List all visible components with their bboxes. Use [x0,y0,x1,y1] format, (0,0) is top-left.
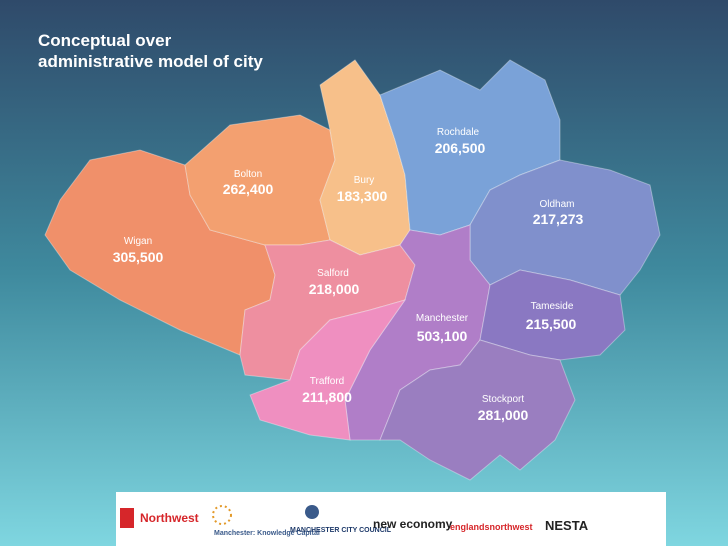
region-name: Wigan [124,236,152,247]
region-population: 281,000 [478,407,529,423]
region-name: Manchester [416,313,469,324]
region-trafford [249,299,407,441]
region-name: Salford [317,268,349,279]
region-name: Oldham [539,199,574,210]
labels: Rochdale 206,500 Bolton 262,400 Bury 183… [113,127,584,423]
region-name: Bury [354,175,375,186]
region-name: Trafford [310,376,344,387]
region-stockport [379,339,576,481]
logo: englandsnorthwest [450,522,533,532]
region-population: 262,400 [223,181,274,197]
region-population: 215,500 [526,316,577,332]
logo: MANCHESTER CITY COUNCIL [290,527,392,534]
region-population: 211,800 [302,389,352,405]
logo: NESTA [545,518,589,533]
title-line: Conceptual over [38,31,172,50]
logo-icon [305,505,319,519]
region-population: 218,000 [309,281,360,297]
region-population: 305,500 [113,249,164,265]
logo-strip [116,492,666,546]
region-name: Stockport [482,394,524,405]
region-oldham [469,159,661,296]
map [44,59,661,481]
logo-bar: Northwest Manchester: Knowledge Capital … [116,492,666,546]
logo: new economy [373,517,453,531]
region-name: Bolton [234,169,262,180]
title-line: administrative model of city [38,52,263,71]
region-population: 183,300 [337,188,388,204]
region-name: Tameside [531,301,574,312]
logo: Manchester: Knowledge Capital [214,530,320,537]
logo: Northwest [140,511,199,525]
region-name: Rochdale [437,127,480,138]
region-population: 503,100 [417,328,468,344]
region-population: 217,273 [533,211,584,227]
title-line-1: Conceptual over administrative model of c… [38,31,263,71]
logo-icon [120,508,134,528]
logo-icon [212,505,232,525]
region-population: 206,500 [435,140,486,156]
